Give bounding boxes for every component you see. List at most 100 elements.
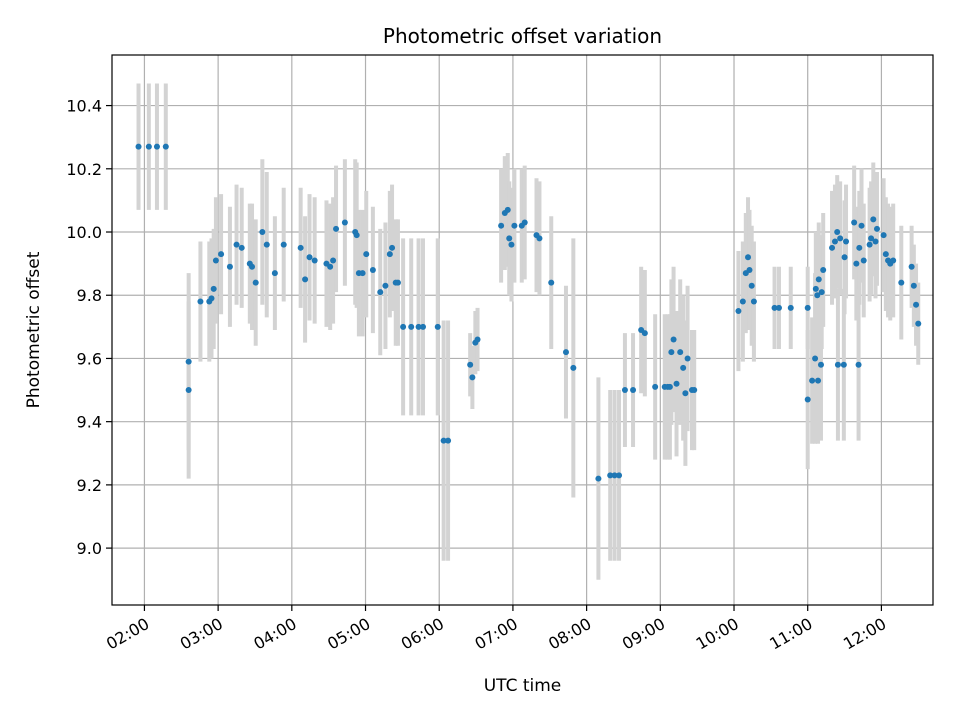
data-point — [860, 257, 867, 264]
data-point — [787, 304, 794, 311]
data-point — [890, 257, 897, 264]
y-tick-label: 9.2 — [77, 476, 102, 495]
data-point — [739, 298, 746, 305]
data-point — [271, 270, 278, 277]
data-point — [197, 298, 204, 305]
data-point — [306, 254, 313, 261]
data-point — [677, 349, 684, 356]
data-point — [910, 282, 917, 289]
data-point — [469, 374, 476, 381]
data-point — [508, 241, 515, 248]
data-point — [872, 238, 879, 245]
data-point — [210, 285, 217, 292]
data-point — [440, 437, 447, 444]
chart-title: Photometric offset variation — [383, 24, 662, 48]
data-point — [870, 216, 877, 223]
data-point — [297, 244, 304, 251]
data-point — [377, 289, 384, 296]
data-point — [521, 219, 528, 226]
data-point — [259, 229, 266, 236]
y-tick-label: 10.0 — [66, 223, 102, 242]
data-point — [238, 244, 245, 251]
data-point — [208, 295, 215, 302]
data-point — [840, 361, 847, 368]
data-point — [837, 235, 844, 242]
data-point — [804, 304, 811, 311]
data-point — [415, 323, 422, 330]
data-point — [908, 263, 915, 270]
data-point — [880, 232, 887, 239]
data-point — [915, 320, 922, 327]
data-point — [311, 257, 318, 264]
data-point — [804, 396, 811, 403]
data-point — [162, 143, 169, 150]
data-point — [771, 304, 778, 311]
data-point — [145, 143, 152, 150]
data-point — [389, 244, 396, 251]
data-point — [511, 222, 518, 229]
y-tick-label: 9.4 — [77, 413, 102, 432]
data-point — [607, 472, 614, 479]
data-point — [913, 301, 920, 308]
data-point — [898, 279, 905, 286]
y-tick-label: 9.8 — [77, 286, 102, 305]
data-point — [673, 380, 680, 387]
data-point — [506, 235, 513, 242]
data-point — [135, 143, 142, 150]
data-points — [135, 143, 922, 482]
data-point — [853, 260, 860, 267]
data-point — [818, 289, 825, 296]
data-point — [817, 361, 824, 368]
data-point — [866, 241, 873, 248]
data-point — [682, 390, 689, 397]
data-point — [829, 244, 836, 251]
data-point — [746, 266, 753, 273]
y-tick-label: 10.2 — [66, 160, 102, 179]
data-point — [434, 323, 441, 330]
data-point — [445, 437, 452, 444]
data-point — [616, 472, 623, 479]
data-point — [815, 276, 822, 283]
data-point — [363, 251, 370, 258]
data-point — [595, 475, 602, 482]
data-point — [263, 241, 270, 248]
y-tick-label: 9.0 — [77, 539, 102, 558]
data-point — [611, 472, 618, 479]
data-point — [185, 358, 192, 365]
data-point — [812, 285, 819, 292]
data-point — [474, 336, 481, 343]
data-point — [359, 270, 366, 277]
data-point — [641, 330, 648, 337]
data-point — [652, 383, 659, 390]
data-point — [333, 225, 340, 232]
data-point — [280, 241, 287, 248]
data-point — [831, 238, 838, 245]
data-point — [834, 361, 841, 368]
data-point — [621, 387, 628, 394]
data-point — [855, 361, 862, 368]
y-tick-label: 10.4 — [66, 97, 102, 116]
data-point — [820, 266, 827, 273]
data-point — [630, 387, 637, 394]
data-point — [691, 387, 698, 394]
data-point — [548, 279, 555, 286]
data-point — [185, 387, 192, 394]
data-point — [841, 254, 848, 261]
data-point — [666, 383, 673, 390]
data-point — [327, 263, 334, 270]
data-point — [680, 364, 687, 371]
y-axis-ticks: 9.0 9.2 9.4 9.6 9.8 10.0 10.2 10.4 — [66, 97, 112, 558]
data-point — [341, 219, 348, 226]
data-point — [684, 355, 691, 362]
data-point — [218, 251, 225, 258]
data-point — [851, 219, 858, 226]
data-point — [504, 206, 511, 213]
y-axis-label: Photometric offset — [24, 251, 44, 408]
data-point — [382, 282, 389, 289]
data-point — [868, 235, 875, 242]
data-point — [748, 282, 755, 289]
data-point — [750, 298, 757, 305]
data-point — [369, 266, 376, 273]
